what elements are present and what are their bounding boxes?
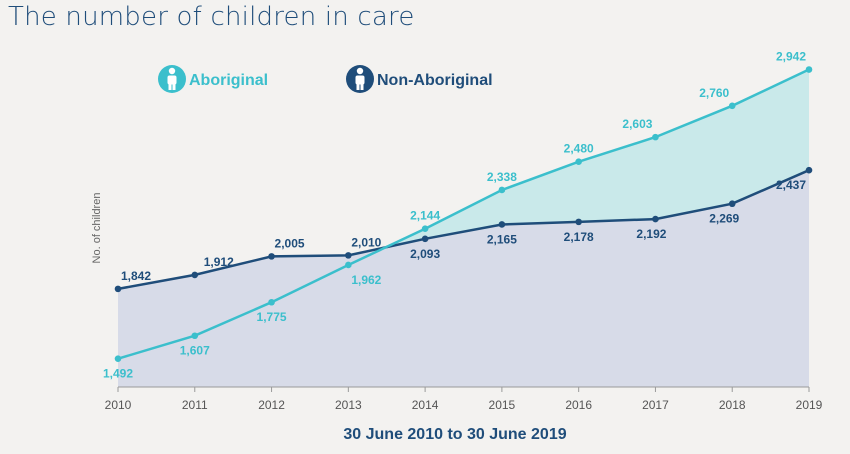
point-aboriginal [114, 355, 122, 362]
data-labels: 1,492 1,607 1,775 1,962 2,144 2,338 2,480 2,603… [103, 50, 806, 381]
point-non-aboriginal [575, 218, 582, 226]
data-label-non-aboriginal: 2,093 [410, 247, 440, 261]
point-non-aboriginal [728, 200, 736, 208]
x-tick-label: 2010 [105, 398, 132, 412]
point-non-aboriginal [652, 215, 659, 223]
data-label-non-aboriginal: 2,269 [709, 212, 739, 226]
point-aboriginal [805, 66, 813, 73]
x-tick-label: 2017 [642, 398, 669, 412]
data-label-aboriginal: 1,962 [351, 273, 381, 287]
legend-item-non-aboriginal: Non-Aboriginal [346, 65, 493, 93]
data-label-non-aboriginal: 1,842 [121, 269, 151, 283]
data-label-non-aboriginal: 2,010 [351, 235, 381, 249]
y-axis-label: No. of children [91, 193, 103, 264]
data-label-non-aboriginal: 2,005 [275, 236, 305, 250]
chart-title: The number of children in care [8, 2, 415, 32]
point-non-aboriginal [191, 271, 199, 279]
legend: Aboriginal Non-Aboriginal [158, 65, 493, 93]
data-label-aboriginal: 1,775 [257, 310, 287, 324]
point-non-aboriginal [421, 235, 429, 243]
point-aboriginal [575, 158, 582, 165]
data-label-aboriginal: 1,607 [180, 344, 210, 358]
data-label-aboriginal: 2,144 [410, 209, 440, 223]
x-tick-label: 2014 [412, 398, 439, 412]
area-fill-non-aboriginal [118, 170, 809, 387]
point-aboriginal [191, 332, 199, 340]
point-non-aboriginal [345, 252, 352, 259]
x-axis-label: 30 June 2010 to 30 June 2019 [343, 426, 566, 443]
x-tick-label: 2015 [489, 398, 516, 412]
series-lines [117, 68, 810, 360]
series-line-non-aboriginal [117, 169, 810, 291]
point-aboriginal [728, 102, 736, 110]
data-label-non-aboriginal: 2,178 [564, 230, 594, 244]
point-aboriginal [345, 261, 352, 269]
x-tick-label: 2018 [719, 398, 746, 412]
point-aboriginal [498, 186, 506, 194]
point-non-aboriginal [498, 221, 506, 228]
data-label-non-aboriginal: 1,912 [204, 255, 234, 269]
data-label-aboriginal: 2,760 [699, 86, 729, 100]
data-label-aboriginal: 2,338 [487, 170, 517, 184]
x-tick-label: 2016 [565, 398, 592, 412]
data-label-aboriginal: 2,603 [622, 117, 652, 131]
point-aboriginal [652, 133, 659, 141]
x-tick-label: 2011 [182, 398, 208, 412]
x-ticks: 2010 2011 2012 2013 2014 2015 2016 2017 2018 2019 [105, 387, 823, 412]
legend-item-aboriginal: Aboriginal [158, 65, 268, 93]
point-non-aboriginal [114, 285, 122, 293]
series-line-aboriginal [117, 68, 810, 360]
data-label-aboriginal: 2,942 [776, 50, 806, 64]
x-tick-label: 2012 [258, 398, 285, 412]
legend-label-aboriginal: Aboriginal [189, 72, 268, 89]
x-tick-label: 2013 [335, 398, 362, 412]
data-label-aboriginal: 1,492 [103, 367, 133, 381]
point-non-aboriginal [268, 253, 275, 260]
data-points [114, 66, 813, 362]
point-aboriginal [268, 298, 275, 306]
point-non-aboriginal [805, 166, 813, 174]
data-label-non-aboriginal: 2,165 [487, 232, 517, 246]
child-icon [346, 65, 374, 93]
legend-label-non-aboriginal: Non-Aboriginal [377, 72, 493, 89]
data-label-non-aboriginal: 2,437 [776, 178, 806, 192]
data-label-non-aboriginal: 2,192 [636, 227, 666, 241]
data-label-aboriginal: 2,480 [564, 142, 594, 156]
child-icon [158, 65, 186, 93]
point-aboriginal [421, 225, 429, 232]
x-tick-label: 2019 [796, 398, 823, 412]
area-fills [118, 69, 809, 387]
